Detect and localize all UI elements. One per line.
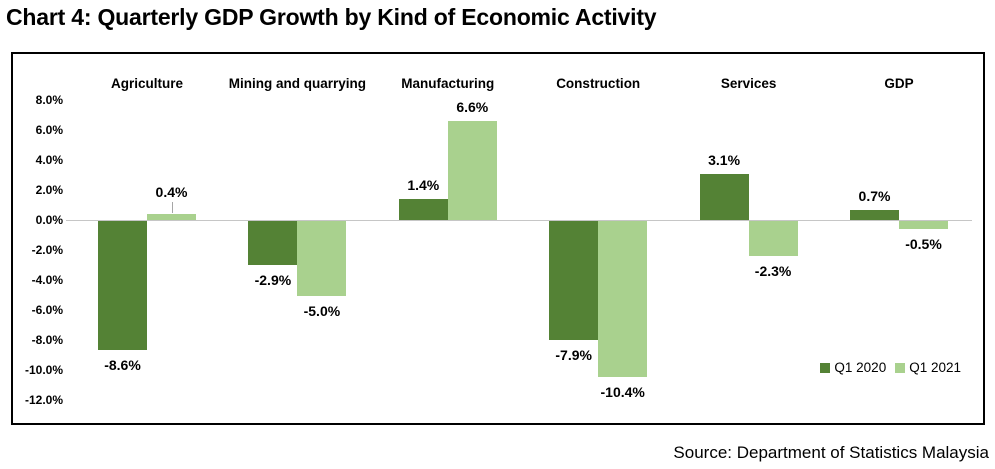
bar-q1-2021-construction [598,221,648,377]
bar-q1-2020-manufacturing [398,199,448,220]
data-label-q1-2020-construction: -7.9% [555,346,592,363]
legend-swatch-q1-2021 [895,362,906,373]
bar-q1-2020-agriculture [98,221,147,350]
y-axis-tick--6-0-: -6.0% [31,303,63,317]
bar-q1-2021-agriculture [147,214,196,220]
bar-q1-2021-manufacturing [447,121,497,220]
y-axis-tick--4-0-: -4.0% [31,273,63,287]
leader-line-q1-2021-agriculture [171,202,173,213]
data-label-q1-2021-manufacturing: 6.6% [456,99,489,115]
y-axis-tick--8-0-: -8.0% [31,333,63,347]
zero-gridline [66,220,972,221]
category-label-services: Services [720,76,777,91]
bar-q1-2021-services [748,221,798,256]
category-label-agriculture: Agriculture [110,76,184,91]
data-label-q1-2021-gdp: -0.5% [905,235,942,252]
legend-label-q1-2020: Q1 2020 [834,360,887,375]
data-label-q1-2021-construction: -10.4% [600,384,645,400]
data-label-q1-2021-services: -2.3% [754,262,792,279]
legend-label-q1-2021: Q1 2021 [909,360,961,375]
bar-q1-2020-gdp [850,209,899,220]
y-axis-tick-0-0-: 0.0% [35,213,63,227]
y-axis-tick--12-0-: -12.0% [24,393,63,407]
data-label-q1-2020-mining-and-quarrying: -2.9% [254,271,292,288]
y-axis-tick-6-0-: 6.0% [35,123,63,137]
bar-q1-2021-gdp [899,221,948,229]
legend-swatch-q1-2020 [820,362,831,373]
data-label-q1-2021-agriculture: 0.4% [155,184,188,200]
category-label-construction: Construction [556,76,641,91]
data-label-q1-2020-manufacturing: 1.4% [407,177,440,193]
data-label-q1-2021-mining-and-quarrying: -5.0% [303,303,341,319]
bar-q1-2020-construction [549,221,599,340]
chart-frame: 8.0% 6.0% 4.0% 2.0% 0.0% -2.0% -4.0% -6.0% -8.0%… [11,52,985,425]
category-label-mining-and-quarrying: Mining and quarrying [228,76,367,91]
legend-item-q1-2020: Q1 2020 [820,360,886,375]
y-axis-tick-4-0-: 4.0% [35,153,63,167]
y-axis-tick--2-0-: -2.0% [31,243,63,257]
bar-q1-2021-mining-and-quarrying [297,221,347,296]
category-label-manufacturing: Manufacturing [401,76,495,91]
legend-item-q1-2021: Q1 2021 [895,360,961,375]
bar-q1-2020-mining-and-quarrying [248,221,298,265]
chart-title: Chart 4: Quarterly GDP Growth by Kind of… [6,4,657,30]
legend: Q1 2020 Q1 2021 [820,360,961,375]
source-note: Source: Department of Statistics Malaysi… [673,443,989,462]
plot-area: 8.0% 6.0% 4.0% 2.0% 0.0% -2.0% -4.0% -6.0% -8.0%… [13,54,983,423]
bar-q1-2020-services [699,173,749,220]
data-label-q1-2020-services: 3.1% [708,151,741,168]
y-axis-tick-8-0-: 8.0% [35,93,63,107]
data-label-q1-2020-gdp: 0.7% [858,187,891,204]
data-label-q1-2020-agriculture: -8.6% [104,357,141,373]
y-axis-tick--10-0-: -10.0% [24,363,63,377]
y-axis-tick-2-0-: 2.0% [35,183,63,197]
category-label-gdp: GDP [884,76,914,91]
